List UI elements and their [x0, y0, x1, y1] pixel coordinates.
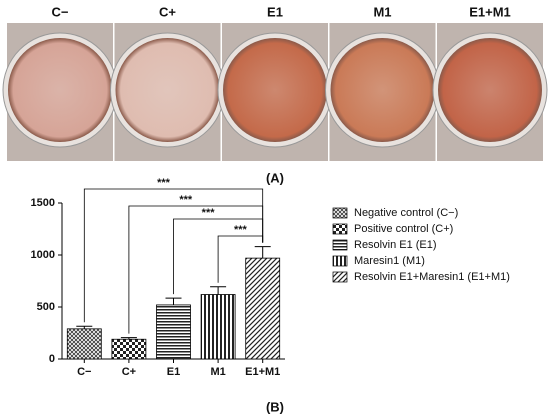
y-tick-label: 0 — [49, 353, 55, 365]
x-tick-label: E1+M1 — [245, 366, 280, 378]
legend-label: Resolvin E1+Maresin1 (E1+M1) — [354, 271, 510, 283]
significance-label: *** — [179, 194, 193, 206]
legend-label: Negative control (C−) — [354, 207, 458, 219]
well — [438, 38, 542, 142]
well — [8, 38, 112, 142]
well — [223, 38, 327, 142]
x-tick-label: M1 — [210, 366, 225, 378]
legend-swatch — [332, 223, 348, 235]
x-tick-label: E1 — [167, 366, 180, 378]
y-tick-label: 500 — [37, 301, 55, 313]
legend-label: Resolvin E1 (E1) — [354, 239, 437, 251]
y-tick-label: 1500 — [31, 197, 55, 209]
bar — [200, 294, 236, 360]
legend-swatch — [332, 271, 348, 283]
bar — [66, 328, 102, 360]
well-label: M1 — [373, 4, 391, 19]
significance-label: *** — [157, 177, 171, 189]
panel-label: (A) — [266, 170, 284, 185]
bar — [156, 304, 191, 360]
well-label: E1 — [267, 4, 283, 19]
significance-label: *** — [202, 207, 216, 219]
x-tick-label: C− — [77, 366, 91, 378]
well-label: C− — [52, 4, 69, 19]
legend-swatch — [332, 239, 348, 251]
well-label: C+ — [159, 4, 176, 19]
legend-label: Maresin1 (M1) — [354, 255, 425, 267]
significance-bracket — [173, 218, 264, 295]
well — [330, 38, 435, 142]
bar — [245, 257, 281, 360]
error-bar — [76, 325, 93, 329]
legend-label: Positive control (C+) — [354, 223, 453, 235]
legend-swatch — [332, 207, 348, 219]
well-label: E1+M1 — [469, 4, 511, 19]
legend-swatch — [332, 255, 348, 267]
well — [115, 38, 220, 142]
significance-bracket — [217, 235, 264, 283]
panel-label: (B) — [266, 399, 284, 414]
y-tick-label: 1000 — [31, 249, 55, 261]
significance-label: *** — [234, 224, 248, 236]
bar — [111, 338, 147, 360]
error-bar — [210, 286, 227, 295]
error-bar — [165, 297, 182, 305]
x-tick-label: C+ — [122, 366, 136, 378]
error-bar — [254, 246, 271, 259]
